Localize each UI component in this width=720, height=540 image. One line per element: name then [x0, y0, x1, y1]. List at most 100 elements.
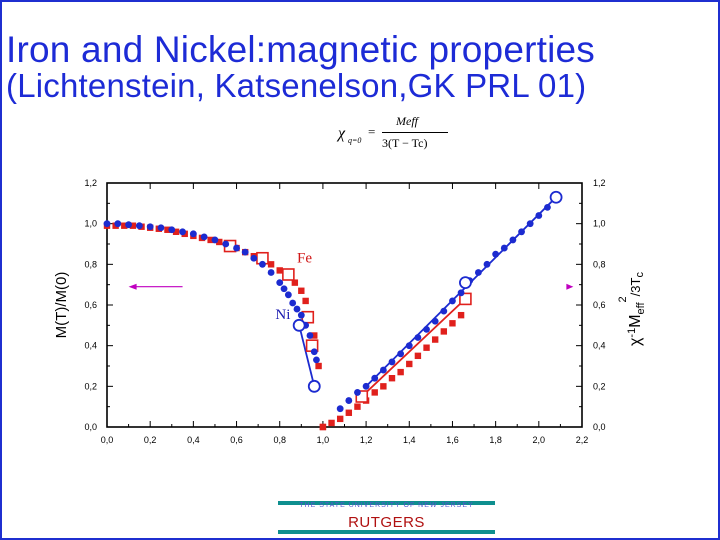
y-axis-label-right-part: 2 [617, 296, 629, 302]
ni-data-point [500, 244, 508, 252]
formula-subscript: q=0 [348, 136, 362, 145]
ni-data-point [233, 244, 240, 252]
ni-data-point [431, 317, 439, 325]
formula-chi: χ [338, 125, 346, 142]
fe-data-point [406, 360, 413, 368]
y-axis-label-right-part: M [627, 314, 644, 327]
ni-data-point [354, 389, 361, 396]
x-tick-label: 2,0 [533, 435, 546, 445]
fe-data-point [431, 336, 439, 343]
ni-data-point [379, 366, 387, 374]
fe-data-point [298, 287, 305, 294]
fe-data-point [354, 403, 361, 410]
ni-experiment-point [549, 190, 563, 204]
ni-data-point [457, 289, 465, 297]
y-left-tick-label: 0,2 [84, 381, 97, 391]
x-tick-label: 1,0 [317, 435, 330, 445]
y-right-tick-label: 0,4 [593, 341, 606, 351]
ni-data-point [297, 311, 305, 319]
fe-data-point [121, 222, 128, 229]
ni-data-point [200, 233, 208, 241]
slide-title: Iron and Nickel:magnetic properties [6, 29, 596, 70]
fe-data-point [311, 332, 318, 339]
y-axis-label-left: M(T)/M(0) [53, 272, 70, 339]
fe-data-point [164, 226, 171, 233]
series-label-fe: Fe [297, 250, 312, 266]
ni-experiment-point [459, 276, 472, 290]
y-axis-label-right-part: /3T [628, 277, 643, 296]
fe-data-point [457, 311, 465, 319]
right-axis-arrow-head [566, 283, 574, 290]
ni-data-point [483, 260, 491, 268]
ni-data-point [276, 279, 284, 287]
fe-data-point [172, 228, 180, 235]
y-axis-label-right-part: eff [635, 301, 647, 314]
ni-data-point [440, 307, 448, 315]
x-tick-label: 0,6 [230, 435, 243, 445]
ni-data-point [414, 334, 422, 341]
ni-data-point [345, 397, 353, 404]
y-left-tick-label: 1,0 [84, 219, 97, 229]
ni-data-point [168, 226, 176, 234]
y-right-tick-label: 0,8 [593, 259, 606, 269]
chart-axes: 0,0 0,2 0,4 0,6 0,8 1,0 1,2 1,4 1,6 1,8 2,0 2,2 0,0 0… [53, 178, 647, 445]
ni-data-point [509, 236, 517, 244]
ni-data-point [492, 250, 500, 258]
fe-data-point [129, 222, 137, 229]
fe-experiment-point [459, 292, 472, 306]
y-axis-label-right-part: χ [627, 337, 644, 346]
fe-data-point [336, 415, 344, 423]
ni-data-point [222, 240, 230, 248]
x-tick-label: 2,2 [576, 435, 589, 445]
ni-data-point [241, 248, 249, 256]
footer-rutgers-logo-text: RUTGERS [348, 514, 425, 531]
ni-data-point [449, 297, 456, 305]
x-tick-label: 0,4 [187, 435, 200, 445]
fe-data-point [414, 352, 422, 360]
ni-data-point [157, 224, 165, 232]
fe-experiment-point [282, 268, 295, 281]
x-tick-label: 0,2 [144, 435, 157, 445]
fe-data-point [388, 375, 396, 382]
fe-data-point [345, 409, 353, 416]
fe-data-point [207, 236, 214, 244]
fe-experiment-point [355, 390, 369, 403]
ni-data-point [405, 342, 413, 350]
formula-denominator: 3(T − Tc) [382, 136, 428, 150]
ni-data-point [103, 220, 111, 228]
y-axis-label-right: χ-1Meff 2/3Tc [617, 272, 647, 346]
ni-data-point [371, 374, 379, 382]
ni-data-point [250, 254, 258, 262]
chart-labels: Fe Ni [275, 250, 312, 323]
footer-university-text: THE STATE UNIVERSITY OF NEW JERSEY [299, 502, 474, 509]
fit-line [298, 325, 316, 387]
y-left-tick-label: 0,0 [84, 422, 97, 432]
ni-data-point [474, 269, 482, 276]
y-right-tick-label: 1,0 [593, 219, 606, 229]
ni-data-point [336, 405, 344, 413]
ni-data-point [179, 228, 186, 236]
ni-data-point [397, 350, 405, 358]
fe-data-point [315, 362, 322, 370]
x-tick-label: 0,0 [101, 435, 114, 445]
y-left-tick-label: 1,2 [84, 178, 97, 188]
formula-numerator: Meff [396, 114, 418, 128]
ni-data-point [293, 305, 301, 313]
fe-data-point [302, 297, 309, 305]
ni-data-point [259, 260, 266, 268]
ni-data-point [518, 228, 525, 236]
slide-subtitle: (Lichtenstein, Katsenelson,GK PRL 01) [6, 67, 587, 104]
formula-equals: = [368, 124, 376, 139]
fe-data-point [328, 419, 335, 427]
x-tick-label: 1,4 [403, 435, 416, 445]
footer-bottom-rule [278, 530, 495, 534]
ni-data-point [423, 326, 430, 333]
ni-data-point [310, 348, 318, 356]
ni-data-point [526, 220, 534, 228]
left-axis-arrow-head [128, 283, 137, 290]
ni-data-point [280, 285, 288, 293]
ni-data-point [289, 299, 297, 307]
fe-data-point [267, 261, 275, 268]
y-axis-label-right-part: -1 [626, 328, 638, 338]
